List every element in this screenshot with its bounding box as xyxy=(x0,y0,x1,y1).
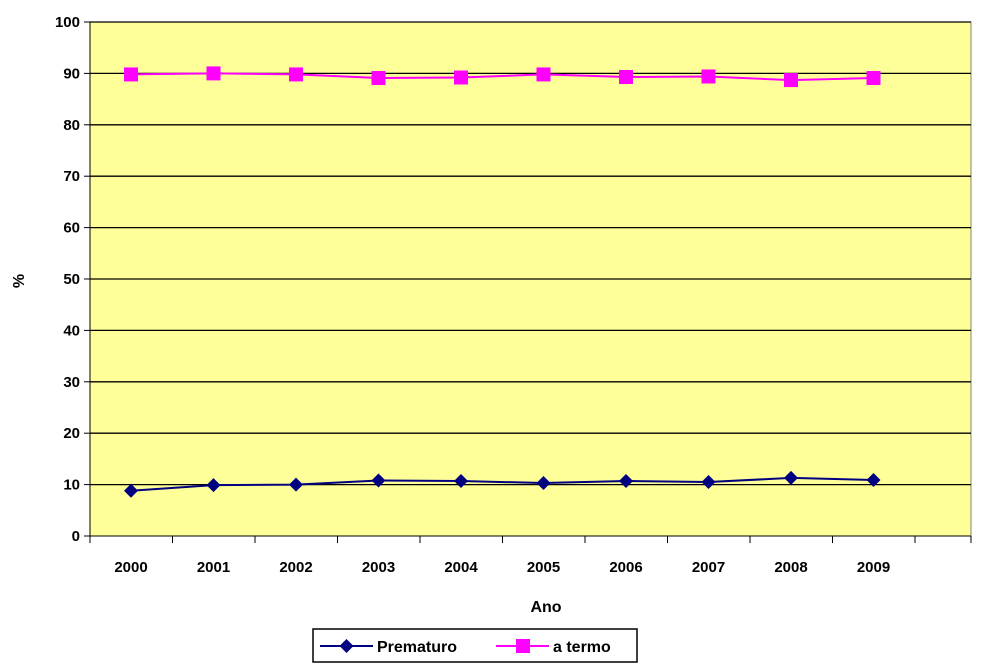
x-tick-label: 2009 xyxy=(857,559,890,576)
data-point-prematuro xyxy=(124,483,138,498)
data-point-a-termo xyxy=(701,69,716,84)
data-point-prematuro xyxy=(784,470,798,485)
legend-marker-diamond xyxy=(339,639,354,653)
data-point-a-termo xyxy=(536,67,551,82)
y-tick-label: 60 xyxy=(63,220,80,237)
data-point-a-termo xyxy=(206,66,221,81)
series-line-a-termo xyxy=(130,72,874,82)
legend-item-a-termo: a termo xyxy=(496,639,611,656)
legend: Prematuro a termo xyxy=(312,628,638,663)
x-tick-label: 2000 xyxy=(114,559,147,576)
data-point-prematuro xyxy=(536,476,551,491)
x-tick-label: 2004 xyxy=(444,559,478,576)
data-point-a-termo xyxy=(371,71,386,86)
data-point-prematuro xyxy=(371,473,386,488)
legend-marker-square xyxy=(516,639,530,653)
series-group xyxy=(124,66,881,498)
y-tick-label: 90 xyxy=(63,65,80,82)
data-point-a-termo xyxy=(619,69,633,84)
y-tick-label: 80 xyxy=(63,117,80,134)
x-tick-label: 2002 xyxy=(279,559,312,576)
data-point-a-termo xyxy=(454,70,468,85)
data-point-prematuro xyxy=(866,472,881,487)
data-point-prematuro xyxy=(701,475,716,490)
x-axis-ticks: 2000 2001 2002 2003 2004 2005 2006 2007 2008 2009 xyxy=(89,536,972,576)
y-tick-label: 70 xyxy=(63,168,80,185)
series-line-prematuro xyxy=(130,476,874,492)
data-point-prematuro xyxy=(206,478,221,493)
data-point-a-termo xyxy=(124,67,138,82)
x-axis-title: Ano xyxy=(530,599,561,616)
y-tick-label: 10 xyxy=(63,477,80,494)
legend-label-prematuro: Prematuro xyxy=(377,639,457,656)
data-point-a-termo xyxy=(289,67,303,82)
x-tick-label: 2005 xyxy=(527,559,560,576)
y-tick-label: 100 xyxy=(55,14,80,31)
y-axis-title: % xyxy=(11,274,28,288)
x-tick-label: 2008 xyxy=(774,559,807,576)
x-tick-label: 2007 xyxy=(692,559,725,576)
x-tick-label: 2006 xyxy=(609,559,642,576)
y-tick-label: 0 xyxy=(72,528,80,545)
data-point-a-termo xyxy=(866,71,881,86)
data-point-prematuro xyxy=(619,474,633,489)
data-point-prematuro xyxy=(454,474,468,489)
y-tick-label: 50 xyxy=(63,271,80,288)
data-point-a-termo xyxy=(784,73,798,88)
y-tick-label: 30 xyxy=(63,374,80,391)
y-tick-label: 40 xyxy=(63,322,80,339)
x-tick-label: 2001 xyxy=(197,559,230,576)
legend-item-prematuro: Prematuro xyxy=(320,639,457,656)
y-axis-ticks: 0 10 20 30 40 50 60 70 80 90 100 xyxy=(55,14,90,545)
x-tick-label: 2003 xyxy=(362,559,395,576)
y-tick-label: 20 xyxy=(63,425,80,442)
legend-label-a-termo: a termo xyxy=(553,639,611,656)
data-point-prematuro xyxy=(289,477,303,492)
